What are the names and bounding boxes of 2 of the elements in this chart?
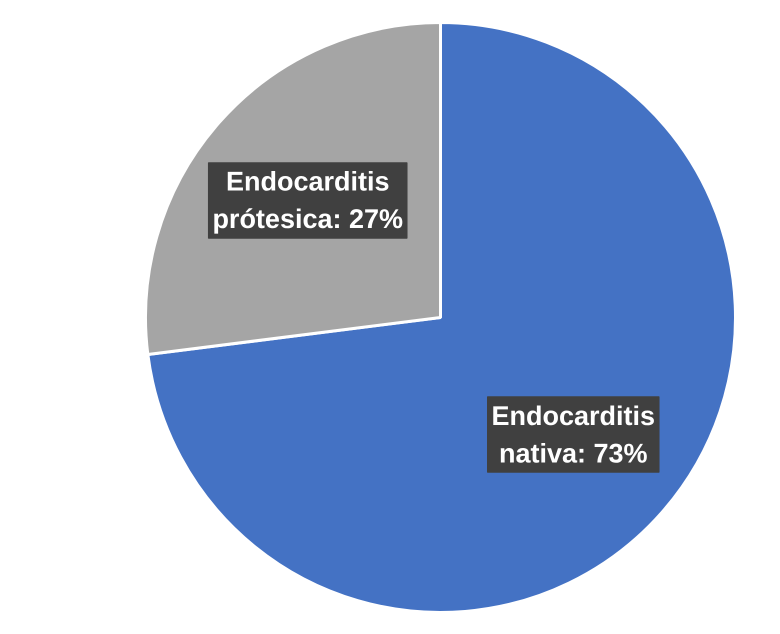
slice-label: Endocarditis prótesica: 27% <box>212 166 404 234</box>
slice-label: Endocarditis nativa: 73% <box>492 400 656 468</box>
